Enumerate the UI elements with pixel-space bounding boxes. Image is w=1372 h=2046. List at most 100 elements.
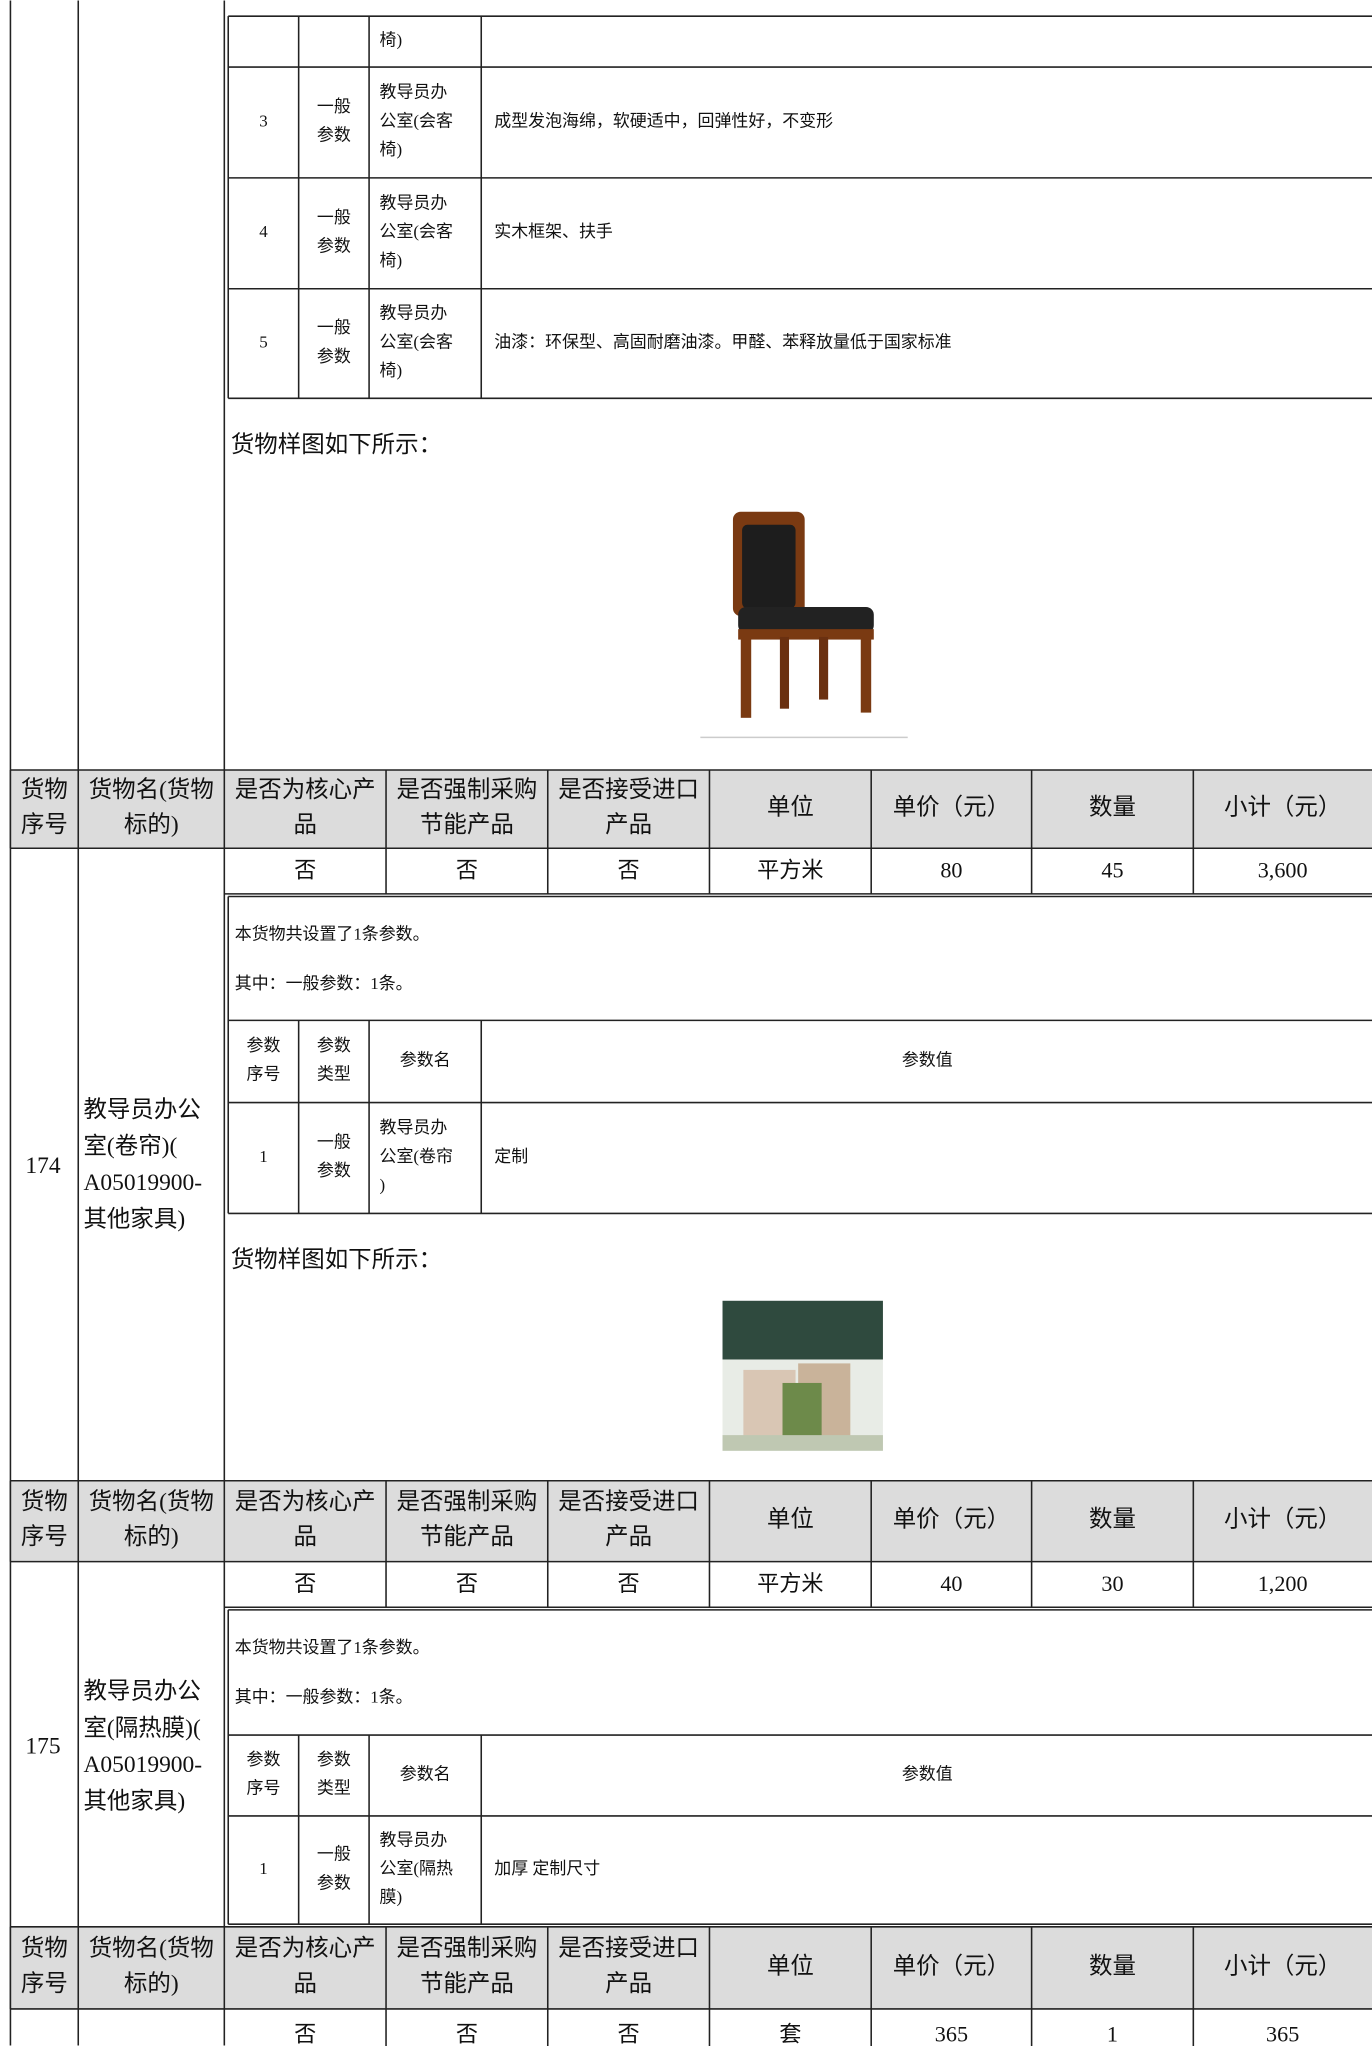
param-type: 一般 — [317, 1133, 351, 1152]
param-name: 公室(隔热 — [380, 1859, 453, 1878]
param-value: 定制 — [494, 1147, 528, 1166]
header-cell: 是否接受进口 — [558, 1935, 699, 1962]
param-type: 参数 — [317, 126, 351, 145]
cell-energy: 否 — [456, 1571, 478, 1596]
item-name: 其他家具) — [83, 1206, 185, 1233]
cell-price: 80 — [940, 857, 962, 882]
param-name: 椅) — [380, 251, 403, 270]
header-cell: 节能产品 — [420, 811, 514, 838]
param-type: 一般 — [317, 97, 351, 116]
param-header: 序号 — [247, 1779, 281, 1798]
param-value: 实木框架、扶手 — [494, 222, 613, 241]
param-header: 参数 — [317, 1750, 351, 1769]
header-cell: 品 — [293, 1524, 316, 1550]
header-cell: 货物 — [21, 1935, 68, 1962]
cell-import: 否 — [618, 2021, 640, 2046]
param-name: 公室(会客 — [380, 332, 453, 351]
cell-unit: 平方米 — [757, 1571, 823, 1596]
param-summary: 本货物共设置了1条参数。 — [235, 1638, 430, 1657]
header-cell: 是否为核心产 — [235, 1488, 376, 1515]
param-name: 教导员办 — [380, 1118, 448, 1137]
param-name: 椅) — [380, 361, 403, 380]
param-header: 序号 — [247, 1065, 281, 1084]
cell-import: 否 — [618, 857, 640, 882]
header-cell: 是否为核心产 — [235, 1935, 376, 1962]
header-cell: 小计（元） — [1224, 1952, 1341, 1979]
param-header: 参数 — [247, 1036, 281, 1055]
param-value: 成型发泡海绵，软硬适中，回弹性好，不变形 — [494, 111, 833, 130]
header-cell: 货物名(货物 — [89, 1488, 214, 1515]
header-cell: 数量 — [1089, 1952, 1136, 1979]
header-cell: 单价（元） — [893, 794, 1010, 821]
cell-energy: 否 — [456, 857, 478, 882]
param-no: 4 — [259, 222, 268, 241]
header-cell: 节能产品 — [420, 1970, 514, 1997]
cell-price: 40 — [940, 1571, 962, 1596]
param-name: 膜) — [380, 1888, 403, 1907]
param-name: 公室(会客 — [380, 222, 453, 241]
param-header: 参数值 — [902, 1764, 953, 1783]
item-name: 室(卷帘)( — [83, 1133, 177, 1160]
param-header: 参数名 — [400, 1050, 451, 1069]
header-cell: 是否接受进口 — [558, 1488, 699, 1515]
header-cell: 节能产品 — [420, 1523, 514, 1550]
item-no: 174 — [25, 1153, 60, 1179]
item-name: 室(隔热膜)( — [83, 1714, 201, 1741]
param-type: 参数 — [317, 1161, 351, 1180]
header-cell: 是否强制采购 — [396, 1488, 537, 1515]
param-type: 一般 — [317, 208, 351, 227]
cell-subtotal: 1,200 — [1258, 1571, 1308, 1596]
item-name: A05019900- — [83, 1170, 202, 1196]
header-cell: 品 — [293, 1971, 316, 1997]
header-cell: 货物 — [21, 776, 68, 803]
param-no: 1 — [259, 1859, 267, 1878]
sample-caption: 货物样图如下所示： — [231, 1246, 442, 1273]
cell-qty: 30 — [1101, 1571, 1123, 1596]
param-header: 参数 — [317, 1036, 351, 1055]
chair-image — [700, 511, 908, 739]
header-cell: 数量 — [1089, 794, 1136, 821]
param-header: 参数值 — [902, 1050, 953, 1069]
param-name: 教导员办 — [380, 304, 448, 323]
param-value: 加厚 定制尺寸 — [494, 1859, 600, 1878]
param-type: 参数 — [317, 347, 351, 366]
header-cell: 是否强制采购 — [396, 776, 537, 803]
param-name: 椅) — [380, 140, 403, 159]
cell-energy: 否 — [456, 2021, 478, 2046]
header-cell: 货物名(货物 — [89, 1935, 214, 1962]
header-cell: 序号 — [21, 1523, 68, 1550]
header-cell: 序号 — [21, 811, 68, 838]
param-no: 1 — [259, 1147, 267, 1166]
cell-unit: 平方米 — [757, 857, 823, 882]
param-name: 教导员办 — [380, 1830, 448, 1849]
header-cell: 货物名(货物 — [89, 776, 214, 803]
cell-subtotal: 365 — [1266, 2021, 1299, 2046]
header-cell: 小计（元） — [1224, 1506, 1341, 1533]
cell-unit: 套 — [779, 2021, 801, 2046]
cell-import: 否 — [618, 1571, 640, 1596]
param-header: 类型 — [317, 1779, 351, 1798]
cell-subtotal: 3,600 — [1258, 857, 1308, 882]
header-cell: 品 — [293, 812, 316, 838]
cell-qty: 45 — [1101, 857, 1123, 882]
cell-core: 否 — [294, 857, 316, 882]
header-cell: 单位 — [767, 1506, 814, 1533]
header-cell: 标的) — [124, 1523, 179, 1550]
param-type: 一般 — [317, 1845, 351, 1864]
param-name: ) — [380, 1176, 386, 1195]
item-no: 175 — [25, 1734, 60, 1760]
header-cell: 序号 — [21, 1970, 68, 1997]
param-name: 教导员办 — [380, 194, 448, 213]
param-no: 5 — [259, 332, 267, 351]
header-cell: 是否接受进口 — [558, 776, 699, 803]
param-name: 公室(会客 — [380, 111, 453, 130]
param-summary: 其中：一般参数：1条。 — [235, 974, 413, 993]
item-name: 教导员办公 — [83, 1678, 200, 1705]
header-cell: 标的) — [124, 1970, 179, 1997]
header-cell: 产品 — [605, 1523, 652, 1550]
param-type: 一般 — [317, 318, 351, 337]
cell-qty: 1 — [1107, 2021, 1118, 2046]
header-cell: 单价（元） — [893, 1506, 1010, 1533]
